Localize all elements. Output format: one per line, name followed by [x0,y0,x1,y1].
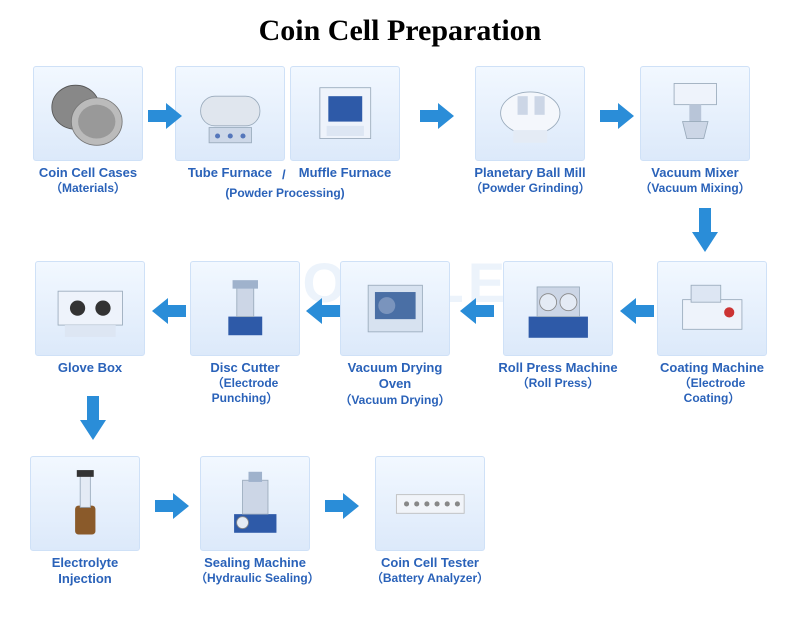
glove-box-icon [46,270,135,346]
step-ball-mill: Planetary Ball Mill （Powder Grinding） [470,66,590,196]
step-sublabel: （Battery Analyzer） [370,571,490,586]
tube-furnace-icon [186,75,275,151]
step-sublabel: （Materials） [28,181,148,196]
equipment-image [340,261,450,356]
ball-mill-icon [486,75,575,151]
step-glove-box: Glove Box [30,261,150,376]
sealing-machine-icon [211,465,300,541]
step-label: Coin Cell Cases [28,165,148,181]
equipment-image [657,261,767,356]
electrolyte-injection-icon [41,465,130,541]
muffle-furnace-icon [301,75,390,151]
equipment-image [200,456,310,551]
step-sealing-machine: Sealing Machine （Hydraulic Sealing） [195,456,315,586]
equipment-image [290,66,400,161]
flow-arrow-left [460,296,494,326]
flow-arrow-down [690,208,720,252]
roll-press-icon [514,270,603,346]
equipment-image [175,66,285,161]
step-sublabel: （Electrode Punching） [185,376,305,406]
disc-cutter-icon [201,270,290,346]
step-label: Tube Furnace [175,165,285,181]
step-muffle-furnace: Muffle Furnace [290,66,400,181]
step-roll-press: Roll Press Machine （Roll Press） [498,261,618,391]
step-label: Coin Cell Tester [370,555,490,571]
equipment-image [30,456,140,551]
furnace-sublabel: (Powder Processing) [175,184,395,202]
step-label: Glove Box [30,360,150,376]
step-sublabel: （Electrode Coating） [652,376,772,406]
step-tube-furnace: Tube Furnace [175,66,285,181]
step-coin-cell-cases: Coin Cell Cases （Materials） [28,66,148,196]
equipment-image [190,261,300,356]
step-label: Sealing Machine [195,555,315,571]
step-sublabel: （Vacuum Drying） [335,393,455,408]
step-label: Vacuum Mixer [635,165,755,181]
step-sublabel: （Vacuum Mixing） [635,181,755,196]
step-label: Coating Machine [652,360,772,376]
step-sublabel: （Roll Press） [498,376,618,391]
step-label: Disc Cutter [185,360,305,376]
equipment-image [33,66,143,161]
coating-machine-icon [668,270,757,346]
equipment-image [503,261,613,356]
step-coating-machine: Coating Machine （Electrode Coating） [652,261,772,406]
page-title: Coin Cell Preparation [0,0,800,56]
equipment-image [375,456,485,551]
flow-arrow-right [420,101,454,131]
furnace-separator: / [282,166,286,184]
step-sublabel: （Hydraulic Sealing） [195,571,315,586]
step-disc-cutter: Disc Cutter （Electrode Punching） [185,261,305,406]
flow-arrow-right [325,491,359,521]
equipment-image [640,66,750,161]
flow-arrow-down [78,396,108,440]
step-sublabel: （Powder Grinding） [470,181,590,196]
coin-cells-icon [44,75,133,151]
step-label: Vacuum Drying Oven [335,360,455,393]
step-vacuum-mixer: Vacuum Mixer （Vacuum Mixing） [635,66,755,196]
step-label: Muffle Furnace [290,165,400,181]
step-label: Electrolyte Injection [25,555,145,588]
flow-arrow-right [148,101,182,131]
equipment-image [35,261,145,356]
vacuum-mixer-icon [651,75,740,151]
cell-tester-icon [386,465,475,541]
flow-arrow-left [620,296,654,326]
flow-arrow-left [306,296,340,326]
vacuum-oven-icon [351,270,440,346]
flow-arrow-right [600,101,634,131]
step-electrolyte-injection: Electrolyte Injection [25,456,145,588]
step-label: Planetary Ball Mill [470,165,590,181]
flow-arrow-left [152,296,186,326]
equipment-image [475,66,585,161]
step-coin-cell-tester: Coin Cell Tester （Battery Analyzer） [370,456,490,586]
step-label: Roll Press Machine [498,360,618,376]
flowchart-canvas: Coin Cell Cases （Materials） Tube Furnace… [0,56,800,636]
flow-arrow-right [155,491,189,521]
step-vacuum-oven: Vacuum Drying Oven （Vacuum Drying） [335,261,455,408]
